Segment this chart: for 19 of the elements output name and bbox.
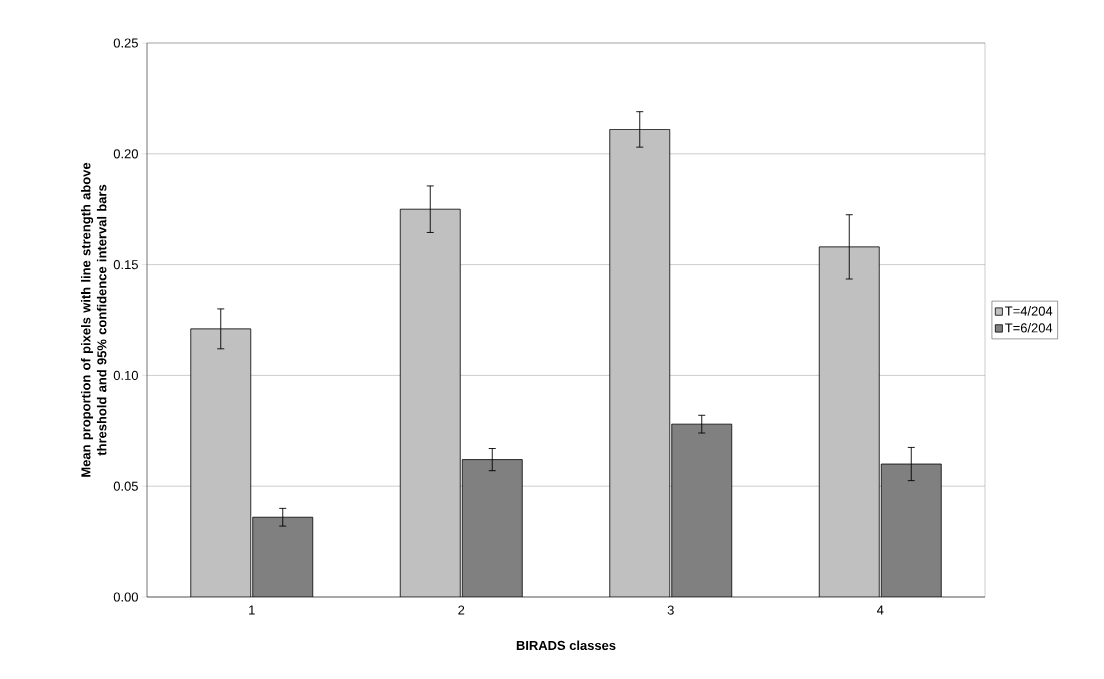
y-tick-label: 0.25 bbox=[113, 38, 138, 48]
y-tick-label: 0.05 bbox=[113, 481, 138, 491]
y-axis-title: Mean proportion of pixels with line strength above threshold and 95% confidence interval bars bbox=[80, 162, 107, 477]
x-tick-label: 1 bbox=[249, 605, 255, 615]
legend-label: T=6/204 bbox=[1005, 322, 1053, 333]
legend-label: T=4/204 bbox=[1005, 306, 1053, 316]
y-tick-label: 0.10 bbox=[113, 370, 138, 380]
y-tick-label: 0.15 bbox=[113, 260, 138, 270]
bar bbox=[609, 129, 671, 597]
x-tick-label: 2 bbox=[458, 605, 465, 615]
bar bbox=[190, 328, 252, 597]
y-tick-label: 0.20 bbox=[113, 149, 138, 159]
y-tick-label: 0.00 bbox=[113, 592, 138, 602]
x-tick-label: 3 bbox=[667, 605, 674, 615]
bar bbox=[252, 516, 314, 597]
bar bbox=[818, 246, 880, 597]
x-tick-label: 4 bbox=[876, 605, 884, 615]
x-axis-title: BIRADS classes bbox=[516, 640, 616, 651]
bar bbox=[399, 208, 461, 597]
